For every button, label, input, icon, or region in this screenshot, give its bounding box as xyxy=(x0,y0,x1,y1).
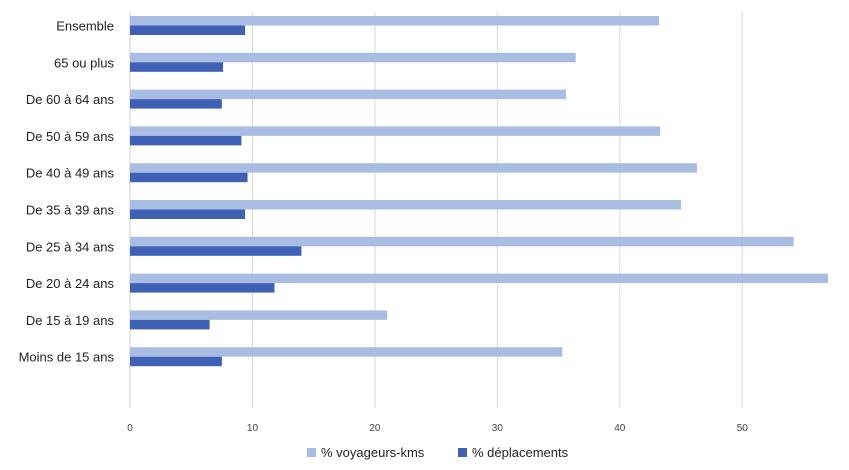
category-label: De 35 à 39 ans xyxy=(26,203,115,218)
bar-deplacements xyxy=(130,319,210,330)
bar-voyageurs-kms xyxy=(130,236,794,247)
category-label: De 20 à 24 ans xyxy=(26,276,115,291)
bar-voyageurs-kms xyxy=(130,200,682,210)
legend: % voyageurs-kms % déplacements xyxy=(307,445,569,460)
bar-deplacements xyxy=(130,283,275,293)
category-label: De 50 à 59 ans xyxy=(26,129,115,144)
bar-deplacements xyxy=(130,62,224,72)
bar-voyageurs-kms xyxy=(130,89,566,100)
bar-voyageurs-kms xyxy=(130,52,576,63)
bar-voyageurs-kms xyxy=(130,163,697,173)
bar-deplacements xyxy=(130,172,248,183)
bar-voyageurs-kms xyxy=(130,126,661,136)
bar-deplacements xyxy=(130,99,222,109)
category-label: De 60 à 64 ans xyxy=(26,92,115,107)
bar-deplacements xyxy=(130,135,242,146)
x-tick-label: 30 xyxy=(492,423,504,434)
x-tick-label: 50 xyxy=(737,423,749,434)
category-label: De 25 à 34 ans xyxy=(26,239,115,254)
bar-voyageurs-kms xyxy=(130,16,660,26)
bar-deplacements xyxy=(130,209,246,219)
category-label: De 40 à 49 ans xyxy=(26,166,115,181)
x-tick-label: 40 xyxy=(614,423,626,434)
bar-voyageurs-kms xyxy=(130,310,388,320)
x-tick-label: 0 xyxy=(127,423,133,434)
bars xyxy=(130,16,828,367)
category-label: 65 ou plus xyxy=(54,55,114,70)
legend-swatch-voyageurs-kms xyxy=(307,448,316,457)
legend-label-voyageurs-kms: % voyageurs-kms xyxy=(321,445,425,460)
bar-voyageurs-kms xyxy=(130,347,563,357)
category-label: Moins de 15 ans xyxy=(19,350,115,365)
legend-swatch-deplacements xyxy=(458,448,467,457)
gridlines xyxy=(129,12,743,408)
bar-deplacements xyxy=(130,25,246,35)
bar-deplacements xyxy=(130,356,222,367)
legend-label-deplacements: % déplacements xyxy=(472,445,569,460)
category-label: Ensemble xyxy=(56,19,114,34)
category-labels: Ensemble 65 ou plus De 60 à 64 ans De 50 à … xyxy=(19,19,115,365)
x-tick-label: 10 xyxy=(247,423,259,434)
bar-voyageurs-kms xyxy=(130,273,828,284)
x-tick-label: 20 xyxy=(369,423,381,434)
bar-deplacements xyxy=(130,246,302,256)
x-axis-tick-labels: 0 10 20 30 40 50 xyxy=(127,423,748,434)
category-label: De 15 à 19 ans xyxy=(26,313,115,328)
